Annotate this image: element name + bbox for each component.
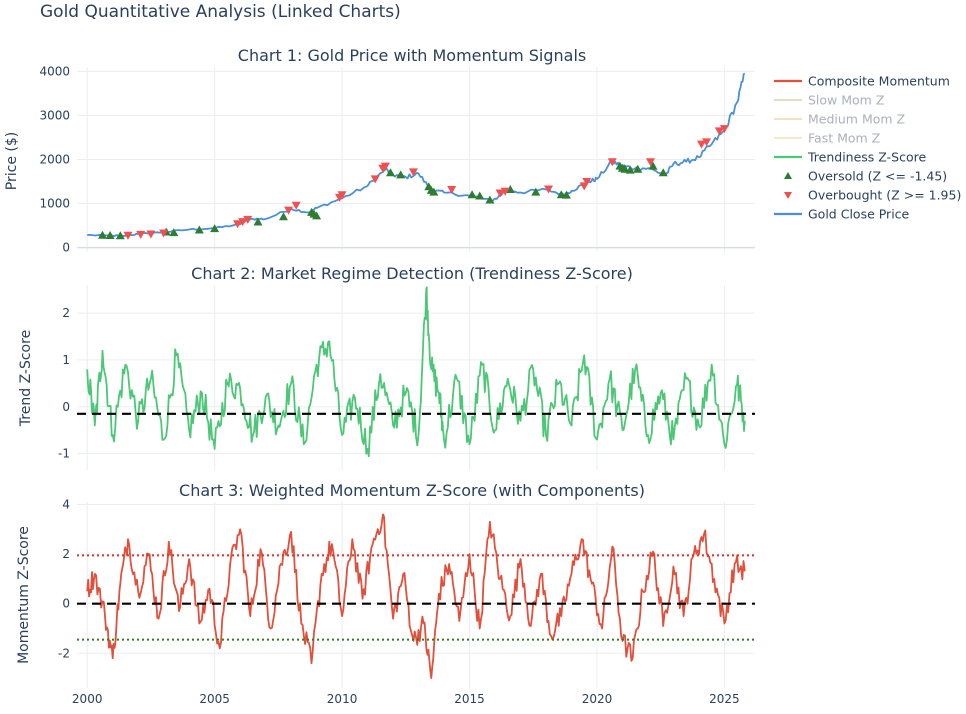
- y-tick-label: 1: [62, 353, 70, 367]
- overbought-marker: [582, 178, 592, 187]
- x-tick-label: 2025: [709, 692, 740, 706]
- x-tick-label: 2020: [582, 692, 613, 706]
- y-tick-label: 0: [62, 400, 70, 414]
- oversold-marker: [531, 187, 541, 196]
- oversold-marker: [625, 165, 635, 174]
- legend-label: Trendiness Z-Score: [807, 150, 926, 165]
- oversold-marker: [169, 228, 179, 237]
- x-tick-label: 2000: [72, 692, 103, 706]
- oversold-marker: [210, 224, 220, 233]
- overbought-marker: [238, 218, 248, 227]
- overbought-marker: [607, 158, 617, 167]
- plot-area: 0 1000 2000 3000 4000 -1 0 1 2 -2 0 2 4 2000 2005 2010 2…: [39, 64, 755, 706]
- oversold-marker: [253, 217, 263, 226]
- overbought-marker: [447, 185, 457, 194]
- overbought-marker: [337, 191, 347, 200]
- y-tick-label: 2: [62, 306, 70, 320]
- y-tick-label: -2: [58, 646, 70, 660]
- overbought-marker: [495, 189, 505, 198]
- oversold-marker: [648, 161, 658, 170]
- series-line-gold-close-price: [87, 72, 746, 237]
- oversold-marker: [561, 190, 571, 199]
- overbought-marker: [243, 215, 253, 224]
- legend-label: Fast Mom Z: [808, 131, 880, 146]
- overbought-marker: [645, 158, 655, 167]
- y-tick-label: -1: [58, 447, 70, 461]
- overbought-marker: [702, 138, 712, 147]
- legend-label: Oversold (Z <= -1.45): [808, 169, 947, 184]
- legend-label: Overbought (Z >= 1.95): [808, 188, 961, 203]
- overbought-marker: [544, 185, 554, 194]
- chart1-title: Chart 1: Gold Price with Momentum Signal…: [238, 46, 586, 65]
- legend-label: Slow Mom Z: [808, 93, 884, 108]
- legend-label: Gold Close Price: [808, 207, 910, 222]
- oversold-marker: [467, 190, 477, 199]
- overbought-marker: [380, 162, 390, 171]
- legend-swatch: [784, 172, 792, 179]
- legend-item[interactable]: Composite Momentum: [774, 74, 950, 89]
- oversold-marker: [505, 184, 515, 193]
- y-tick-label: 4000: [39, 64, 70, 78]
- overbought-marker: [714, 127, 724, 136]
- y-tick-label: 1000: [39, 197, 70, 211]
- overbought-marker: [719, 125, 729, 134]
- oversold-marker: [386, 168, 396, 177]
- overbought-marker: [123, 231, 133, 240]
- figure-title: Gold Quantitative Analysis (Linked Chart…: [40, 2, 401, 22]
- chart1-ylabel: Price ($): [4, 132, 20, 190]
- y-tick-label: 0: [62, 597, 70, 611]
- legend-item[interactable]: Medium Mom Z: [774, 112, 905, 127]
- y-tick-label: 2: [62, 547, 70, 561]
- oversold-marker: [485, 195, 495, 204]
- legend-item[interactable]: Slow Mom Z: [774, 93, 884, 108]
- oversold-marker: [278, 212, 288, 221]
- legend-swatch: [784, 192, 792, 199]
- chart2-title: Chart 2: Market Regime Detection (Trendi…: [191, 264, 633, 283]
- legend-item[interactable]: Trendiness Z-Score: [774, 150, 926, 165]
- overbought-marker: [696, 140, 706, 149]
- y-tick-label: 2000: [39, 153, 70, 167]
- overbought-marker: [284, 206, 294, 215]
- overbought-marker: [159, 229, 169, 238]
- oversold-marker: [658, 168, 668, 177]
- overbought-marker: [136, 230, 146, 239]
- x-tick-label: 2015: [454, 692, 485, 706]
- oversold-marker: [475, 191, 485, 200]
- overbought-marker: [408, 168, 418, 177]
- chart2-ylabel: Trend Z-Score: [18, 330, 34, 427]
- overbought-marker: [233, 220, 243, 229]
- y-tick-label: 3000: [39, 108, 70, 122]
- oversold-marker: [115, 231, 125, 240]
- legend-label: Composite Momentum: [808, 74, 950, 89]
- y-tick-label: 4: [62, 497, 70, 511]
- overbought-marker: [291, 201, 301, 210]
- x-tick-label: 2010: [327, 692, 358, 706]
- oversold-marker: [312, 211, 322, 220]
- oversold-marker: [396, 170, 406, 179]
- y-tick-label: 0: [62, 241, 70, 255]
- oversold-marker: [429, 187, 439, 196]
- overbought-marker: [370, 175, 380, 184]
- oversold-marker: [97, 230, 107, 239]
- series-line-trendiness-z-score: [86, 286, 746, 458]
- legend-item[interactable]: Fast Mom Z: [774, 131, 880, 146]
- x-tick-label: 2005: [199, 692, 230, 706]
- oversold-marker: [633, 164, 643, 173]
- overbought-marker: [146, 230, 156, 239]
- chart3-ylabel: Momentum Z-Score: [16, 526, 32, 664]
- legend-item[interactable]: Overbought (Z >= 1.95): [784, 188, 961, 203]
- legend: Composite Momentum Slow Mom Z Medium Mom Z…: [774, 74, 961, 222]
- chart3-title: Chart 3: Weighted Momentum Z-Score (with…: [179, 481, 645, 500]
- legend-item[interactable]: Oversold (Z <= -1.45): [784, 169, 947, 184]
- oversold-marker: [105, 230, 115, 239]
- legend-label: Medium Mom Z: [808, 112, 905, 127]
- overbought-marker: [500, 187, 510, 196]
- legend-item[interactable]: Gold Close Price: [774, 207, 910, 222]
- series-line-composite-momentum: [86, 513, 746, 679]
- oversold-marker: [194, 225, 204, 234]
